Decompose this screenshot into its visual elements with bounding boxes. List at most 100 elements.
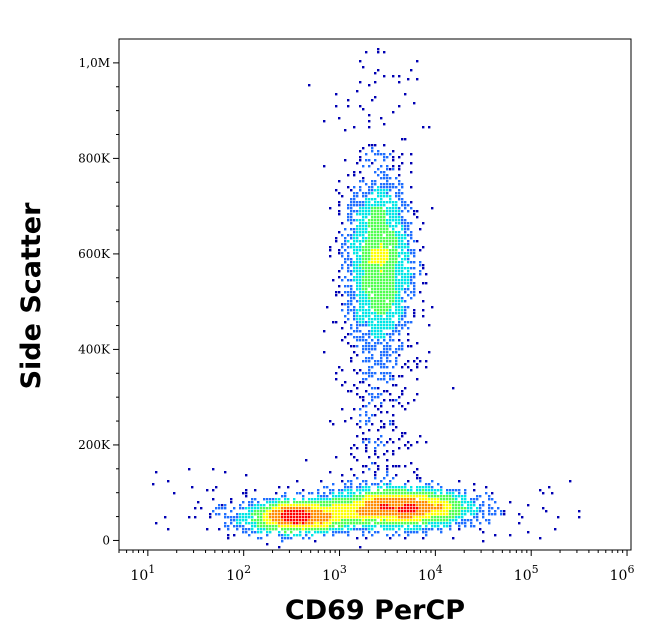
density-point (377, 51, 380, 54)
density-point (359, 219, 362, 222)
density-point (335, 504, 338, 507)
density-point (503, 510, 506, 513)
density-point (392, 450, 395, 453)
density-point (308, 522, 311, 525)
density-point (293, 501, 296, 504)
density-point (362, 381, 365, 384)
density-point (422, 513, 425, 516)
density-point (359, 240, 362, 243)
density-point (347, 519, 350, 522)
density-point (401, 489, 404, 492)
density-point (326, 507, 329, 510)
density-point (365, 204, 368, 207)
density-point (371, 330, 374, 333)
density-point (374, 180, 377, 183)
density-point (491, 507, 494, 510)
density-point (341, 516, 344, 519)
density-point (287, 507, 290, 510)
density-point (347, 219, 350, 222)
density-point (362, 258, 365, 261)
density-point (386, 411, 389, 414)
density-point (359, 504, 362, 507)
density-point (230, 519, 233, 522)
density-point (398, 300, 401, 303)
density-point (377, 318, 380, 321)
density-point (380, 420, 383, 423)
density-point (380, 165, 383, 168)
density-point (398, 210, 401, 213)
density-point (464, 522, 467, 525)
density-point (401, 204, 404, 207)
density-point (446, 504, 449, 507)
density-point (383, 210, 386, 213)
density-point (386, 225, 389, 228)
density-point (338, 192, 341, 195)
density-point (383, 399, 386, 402)
density-point (380, 357, 383, 360)
density-point (389, 501, 392, 504)
density-point (479, 495, 482, 498)
density-point (374, 216, 377, 219)
density-point (320, 525, 323, 528)
density-point (371, 210, 374, 213)
density-point (359, 315, 362, 318)
density-point (383, 318, 386, 321)
density-point (380, 411, 383, 414)
density-point (404, 324, 407, 327)
density-point (386, 468, 389, 471)
density-point (380, 204, 383, 207)
density-point (401, 288, 404, 291)
density-point (383, 216, 386, 219)
density-point (413, 528, 416, 531)
density-point (368, 309, 371, 312)
density-point (380, 441, 383, 444)
density-point (449, 510, 452, 513)
density-point (335, 189, 338, 192)
density-point (356, 255, 359, 258)
density-point (389, 378, 392, 381)
density-point (365, 255, 368, 258)
density-point (452, 507, 455, 510)
density-point (425, 513, 428, 516)
density-point (374, 345, 377, 348)
density-point (461, 519, 464, 522)
density-point (371, 207, 374, 210)
density-point (371, 492, 374, 495)
density-point (329, 246, 332, 249)
density-point (344, 525, 347, 528)
density-point (395, 306, 398, 309)
density-point (356, 288, 359, 291)
density-point (371, 507, 374, 510)
density-point (389, 276, 392, 279)
density-point (377, 168, 380, 171)
density-point (359, 213, 362, 216)
density-point (458, 528, 461, 531)
density-point (272, 504, 275, 507)
density-point (404, 516, 407, 519)
density-point (212, 498, 215, 501)
density-point (389, 252, 392, 255)
density-point (401, 267, 404, 270)
density-point (401, 375, 404, 378)
density-point (413, 252, 416, 255)
density-point (353, 252, 356, 255)
density-point (383, 144, 386, 147)
density-point (365, 210, 368, 213)
density-point (275, 513, 278, 516)
density-point (380, 312, 383, 315)
density-point (398, 105, 401, 108)
density-point (320, 495, 323, 498)
density-point (383, 327, 386, 330)
density-point (386, 303, 389, 306)
density-point (383, 426, 386, 429)
density-point (464, 507, 467, 510)
density-point (410, 516, 413, 519)
density-point (383, 351, 386, 354)
density-point (374, 303, 377, 306)
density-point (389, 492, 392, 495)
density-point (329, 528, 332, 531)
density-point (347, 270, 350, 273)
density-point (257, 528, 260, 531)
density-point (329, 525, 332, 528)
density-point (308, 501, 311, 504)
